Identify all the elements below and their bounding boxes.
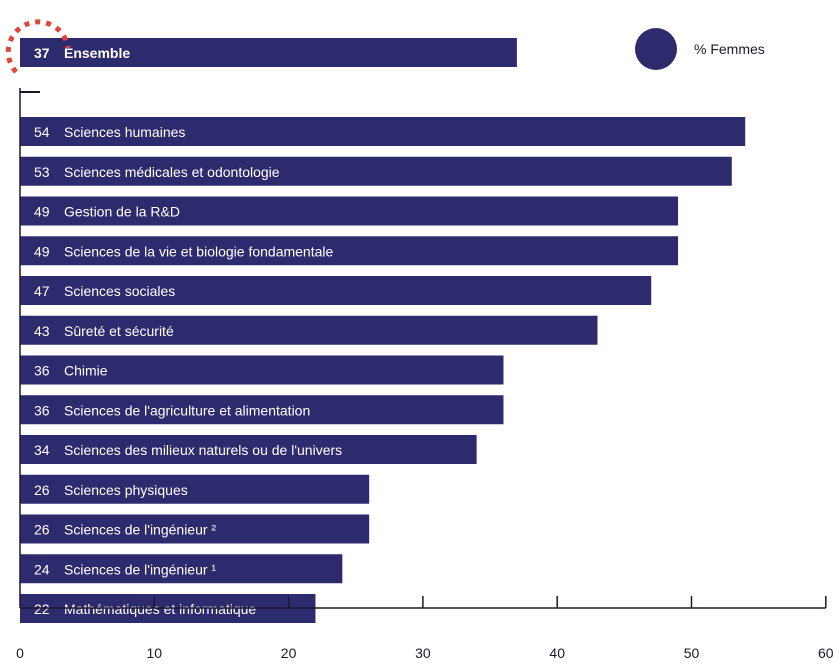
bar bbox=[20, 554, 343, 584]
legend-label: % Femmes bbox=[694, 41, 765, 57]
bar-category-label: Sciences des milieux naturels ou de l'un… bbox=[64, 442, 342, 458]
bar bbox=[20, 435, 477, 464]
x-tick-label: 20 bbox=[281, 645, 297, 661]
bar bbox=[20, 276, 652, 305]
bar-summary bbox=[20, 38, 517, 67]
bar bbox=[20, 196, 679, 226]
x-axis: 0 10 20 30 40 50 60 bbox=[16, 88, 833, 661]
x-tick-label: 10 bbox=[147, 645, 163, 661]
bar-value-label: 24 bbox=[34, 561, 50, 577]
summary-value-label: 37 bbox=[34, 45, 50, 61]
bar bbox=[20, 236, 679, 266]
bar-value-label: 26 bbox=[34, 482, 50, 498]
bar bbox=[20, 156, 732, 186]
summary-category-label: Ensemble bbox=[64, 45, 130, 61]
x-tick-label: 50 bbox=[684, 645, 700, 661]
bars-group: 37 Ensemble 54 Sciences humaines 53 Sciences … bbox=[20, 38, 746, 623]
bar-value-label: 34 bbox=[34, 442, 50, 458]
bar bbox=[20, 315, 598, 345]
bar-category-label: Gestion de la R&D bbox=[64, 204, 180, 220]
bar-value-label: 49 bbox=[34, 204, 50, 220]
x-tick-label: 40 bbox=[549, 645, 565, 661]
bar-category-label: Sciences de l'ingénieur ² bbox=[64, 522, 216, 538]
x-tick-label: 60 bbox=[818, 645, 833, 661]
summary-highlight bbox=[5, 19, 71, 74]
bar bbox=[20, 395, 504, 425]
bar-category-label: Sciences de la vie et biologie fondament… bbox=[64, 243, 334, 259]
legend-swatch bbox=[635, 28, 677, 70]
legend: % Femmes bbox=[635, 28, 765, 70]
bar-category-label: Sciences médicales et odontologie bbox=[64, 164, 280, 180]
bar bbox=[20, 117, 746, 146]
bar-category-label: Mathématiques et informatique bbox=[64, 601, 256, 617]
bar-value-label: 22 bbox=[34, 601, 50, 617]
bar-category-label: Sciences de l'ingénieur ¹ bbox=[64, 561, 216, 577]
bar-category-label: Sciences humaines bbox=[64, 124, 185, 140]
x-tick-label: 0 bbox=[16, 645, 24, 661]
bar-value-label: 26 bbox=[34, 522, 50, 538]
bar bbox=[20, 355, 504, 385]
bar-value-label: 54 bbox=[34, 124, 50, 140]
bar-category-label: Sûreté et sécurité bbox=[64, 323, 174, 339]
summary-highlight-mark bbox=[5, 19, 71, 74]
bar-value-label: 53 bbox=[34, 164, 50, 180]
bar bbox=[20, 474, 370, 504]
bar-category-label: Sciences physiques bbox=[64, 482, 188, 498]
bar-value-label: 36 bbox=[34, 363, 50, 379]
bar-category-label: Chimie bbox=[64, 363, 108, 379]
bar-value-label: 47 bbox=[34, 283, 50, 299]
bar-value-label: 49 bbox=[34, 243, 50, 259]
x-tick-label: 30 bbox=[415, 645, 431, 661]
bar bbox=[20, 514, 370, 544]
bar-value-label: 36 bbox=[34, 402, 50, 418]
bar-value-label: 43 bbox=[34, 323, 50, 339]
bar-category-label: Sciences de l'agriculture et alimentatio… bbox=[64, 402, 310, 418]
bar-category-label: Sciences sociales bbox=[64, 283, 175, 299]
